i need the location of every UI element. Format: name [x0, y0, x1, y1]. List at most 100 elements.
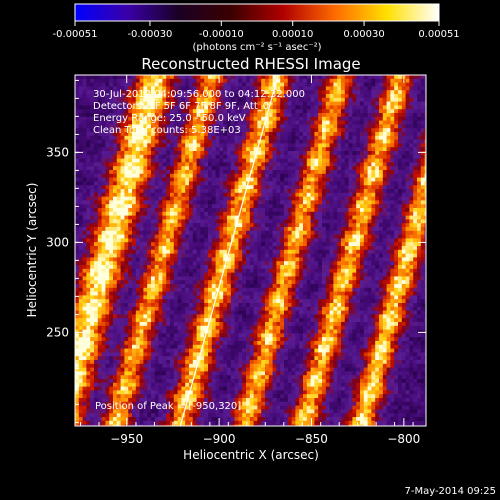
heatmap-cell	[86, 78, 91, 83]
heatmap-cell	[132, 246, 137, 251]
heatmap-cell	[113, 424, 118, 426]
heatmap-cell	[78, 413, 83, 418]
heatmap-cell	[94, 139, 99, 144]
heatmap-cell	[196, 394, 201, 399]
heatmap-cell	[234, 139, 239, 144]
heatmap-cell	[181, 151, 186, 156]
heatmap-cell	[200, 314, 205, 319]
heatmap-cell	[105, 322, 110, 327]
heatmap-cell	[120, 238, 125, 243]
heatmap-cell	[162, 189, 167, 194]
heatmap-cell	[234, 272, 239, 277]
heatmap-cell	[113, 78, 118, 83]
heatmap-cell	[181, 86, 186, 91]
heatmap-cell	[173, 299, 178, 304]
heatmap-cell	[208, 181, 213, 186]
heatmap-cell	[223, 291, 228, 296]
heatmap-cell	[249, 147, 254, 152]
heatmap-cell	[154, 344, 159, 349]
colorbar-tick-label: 0.00030	[343, 29, 384, 40]
heatmap-cell	[253, 147, 258, 152]
heatmap-cell	[234, 268, 239, 273]
heatmap-cell	[219, 177, 224, 182]
heatmap-cell	[257, 219, 262, 224]
heatmap-cell	[230, 215, 235, 220]
heatmap-cell	[154, 413, 159, 418]
heatmap-cell	[249, 211, 254, 216]
heatmap-cell	[249, 306, 254, 311]
heatmap-cell	[211, 78, 216, 83]
heatmap-cell	[94, 113, 99, 118]
heatmap-cell	[97, 94, 102, 99]
heatmap-cell	[128, 394, 133, 399]
heatmap-cell	[272, 78, 277, 83]
heatmap-cell	[204, 333, 209, 338]
heatmap-cell	[177, 208, 182, 213]
heatmap-cell	[192, 375, 197, 380]
heatmap-cell	[257, 147, 262, 152]
heatmap-cell	[78, 75, 83, 80]
heatmap-cell	[238, 230, 243, 235]
heatmap-cell	[151, 280, 156, 285]
heatmap-cell	[173, 215, 178, 220]
heatmap-cell	[257, 151, 262, 156]
heatmap-cell	[230, 401, 235, 406]
heatmap-cell	[162, 234, 167, 239]
heatmap-cell	[173, 409, 178, 414]
heatmap-cell	[200, 280, 205, 285]
heatmap-cell	[170, 409, 175, 414]
heatmap-cell	[200, 86, 205, 91]
heatmap-cell	[154, 314, 159, 319]
heatmap-cell	[208, 162, 213, 167]
heatmap-cell	[249, 94, 254, 99]
heatmap-cell	[234, 151, 239, 156]
heatmap-cell	[170, 208, 175, 213]
heatmap-cell	[249, 333, 254, 338]
heatmap-cell	[181, 143, 186, 148]
heatmap-cell	[272, 310, 277, 315]
heatmap-cell	[242, 257, 247, 262]
heatmap-cell	[116, 192, 121, 197]
heatmap-cell	[215, 166, 220, 171]
heatmap-cell	[116, 360, 121, 365]
heatmap-cell	[257, 386, 262, 391]
heatmap-cell	[75, 166, 80, 171]
heatmap-cell	[151, 204, 156, 209]
heatmap-cell	[265, 162, 270, 167]
heatmap-cell	[215, 382, 220, 387]
heatmap-cell	[162, 90, 167, 95]
heatmap-cell	[135, 128, 140, 133]
heatmap-cell	[219, 109, 224, 114]
heatmap-cell	[173, 344, 178, 349]
heatmap-cell	[246, 401, 251, 406]
heatmap-cell	[135, 417, 140, 422]
heatmap-cell	[234, 86, 239, 91]
heatmap-cell	[132, 128, 137, 133]
heatmap-cell	[166, 204, 171, 209]
heatmap-cell	[105, 367, 110, 372]
heatmap-cell	[223, 181, 228, 186]
heatmap-cell	[211, 420, 216, 425]
heatmap-cell	[105, 261, 110, 266]
heatmap-cell	[253, 424, 258, 426]
heatmap-cell	[227, 238, 232, 243]
heatmap-cell	[166, 375, 171, 380]
heatmap-cell	[147, 291, 152, 296]
heatmap-cell	[234, 116, 239, 121]
heatmap-cell	[268, 409, 273, 414]
heatmap-cell	[143, 109, 148, 114]
heatmap-cell	[75, 211, 80, 216]
heatmap-cell	[268, 101, 273, 106]
heatmap-cell	[132, 208, 137, 213]
heatmap-cell	[230, 211, 235, 216]
heatmap-cell	[75, 257, 80, 262]
heatmap-cell	[132, 101, 137, 106]
heatmap-cell	[185, 367, 190, 372]
heatmap-cell	[276, 147, 281, 152]
heatmap-cell	[234, 135, 239, 140]
heatmap-cell	[268, 113, 273, 118]
heatmap-cell	[120, 287, 125, 292]
heatmap-cell	[196, 181, 201, 186]
heatmap-cell	[211, 371, 216, 376]
heatmap-cell	[234, 227, 239, 232]
